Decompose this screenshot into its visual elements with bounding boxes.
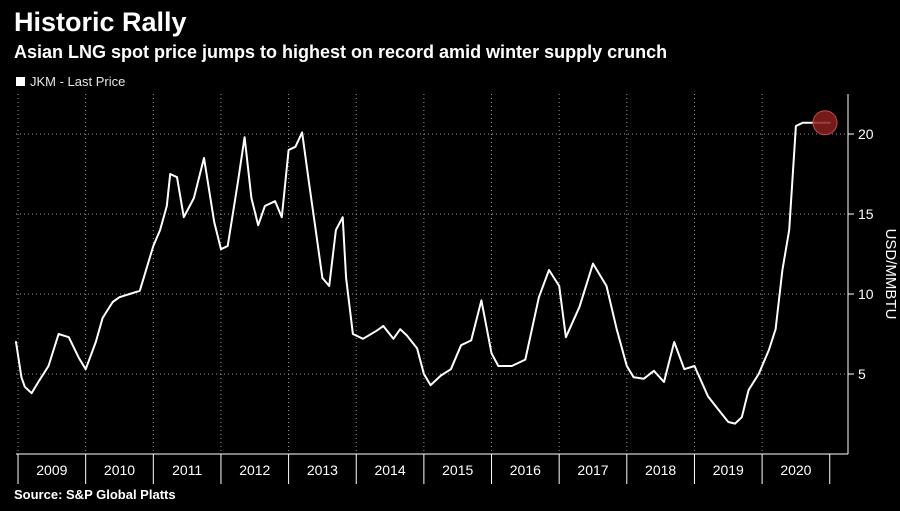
x-tick-label: 2009 <box>36 462 67 478</box>
y-tick-label: 15 <box>858 206 874 222</box>
y-tick-label: 20 <box>858 126 874 142</box>
y-axis-title: USD/MMBTU <box>882 229 899 320</box>
y-tick-label: 10 <box>858 286 874 302</box>
x-tick-label: 2011 <box>172 462 202 478</box>
chart-title: Historic Rally <box>14 7 187 37</box>
x-tick-label: 2010 <box>104 462 135 478</box>
x-tick-label: 2018 <box>645 462 676 478</box>
x-tick-label: 2013 <box>307 462 338 478</box>
legend-label: JKM - Last Price <box>30 73 126 89</box>
x-tick-label: 2019 <box>713 462 744 478</box>
chart-subtitle: Asian LNG spot price jumps to highest on… <box>14 42 668 62</box>
x-tick-label: 2015 <box>442 462 473 478</box>
x-tick-label: 2014 <box>374 462 405 478</box>
source-note: Source: S&P Global Platts <box>14 487 176 502</box>
x-tick-label: 2016 <box>510 462 541 478</box>
record-high-marker <box>812 110 838 136</box>
y-tick-label: 5 <box>858 366 866 382</box>
x-tick-label: 2012 <box>239 462 270 478</box>
x-tick-label: 2017 <box>577 462 608 478</box>
legend: JKM - Last Price <box>16 72 125 90</box>
legend-swatch <box>16 76 25 86</box>
x-tick-label: 2020 <box>780 462 811 478</box>
price-line <box>15 121 831 425</box>
